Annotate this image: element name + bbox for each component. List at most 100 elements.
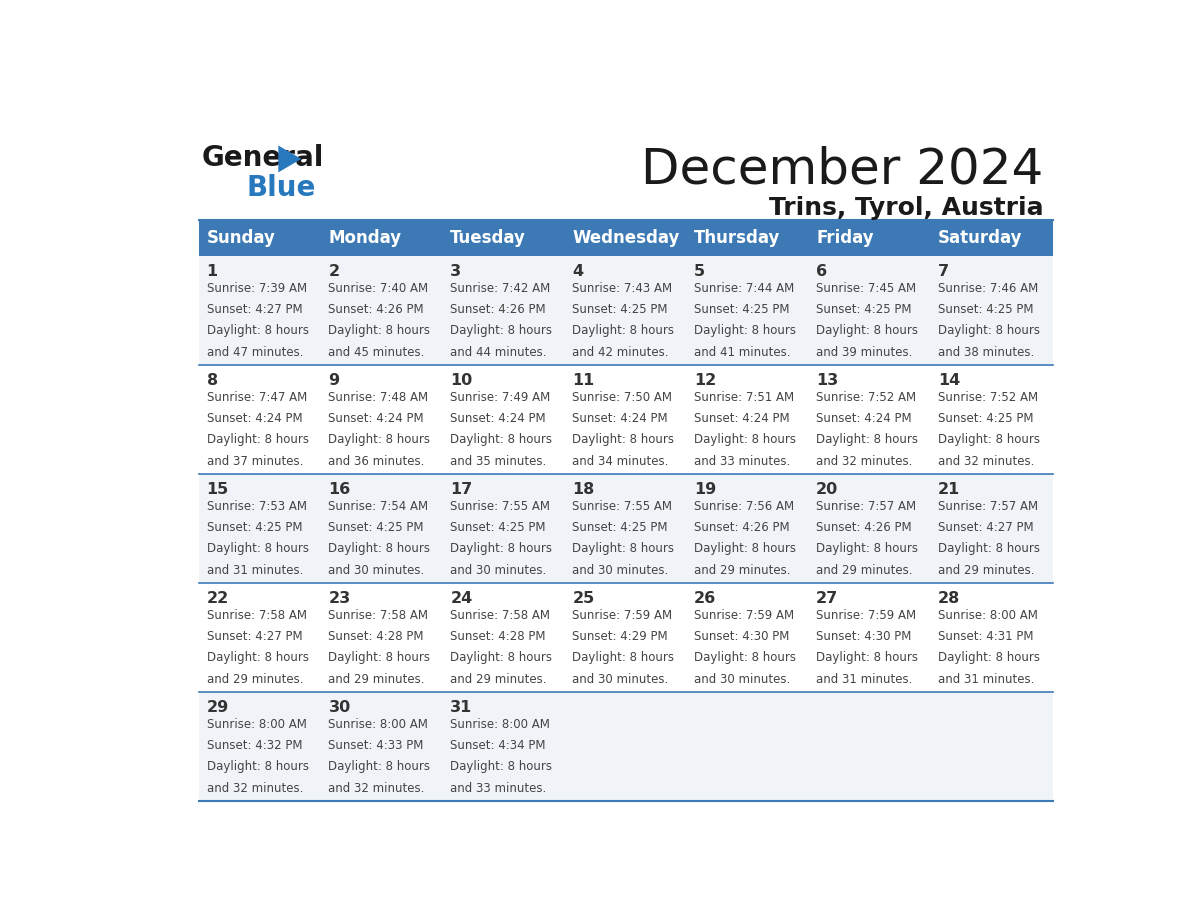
Bar — [321, 365, 443, 475]
Text: Sunset: 4:26 PM: Sunset: 4:26 PM — [450, 303, 546, 316]
Text: Sunset: 4:25 PM: Sunset: 4:25 PM — [816, 303, 911, 316]
Text: Sunrise: 7:58 AM: Sunrise: 7:58 AM — [207, 609, 307, 621]
Text: and 38 minutes.: and 38 minutes. — [939, 346, 1035, 359]
Text: Sunrise: 7:39 AM: Sunrise: 7:39 AM — [207, 282, 307, 295]
Text: and 29 minutes.: and 29 minutes. — [694, 564, 791, 577]
Text: Daylight: 8 hours: Daylight: 8 hours — [207, 652, 309, 665]
Text: Daylight: 8 hours: Daylight: 8 hours — [573, 543, 675, 555]
Text: 23: 23 — [328, 590, 350, 606]
Text: Sunset: 4:24 PM: Sunset: 4:24 PM — [816, 412, 911, 425]
Text: Sunset: 4:27 PM: Sunset: 4:27 PM — [939, 521, 1034, 534]
Text: Sunset: 4:27 PM: Sunset: 4:27 PM — [207, 303, 302, 316]
Text: and 35 minutes.: and 35 minutes. — [450, 454, 546, 467]
Text: Sunrise: 7:57 AM: Sunrise: 7:57 AM — [816, 500, 916, 513]
Text: Sunset: 4:25 PM: Sunset: 4:25 PM — [939, 303, 1034, 316]
Text: 26: 26 — [694, 590, 716, 606]
Text: Sunrise: 7:56 AM: Sunrise: 7:56 AM — [694, 500, 795, 513]
Text: December 2024: December 2024 — [642, 145, 1043, 194]
Text: 9: 9 — [328, 373, 340, 387]
Text: Daylight: 8 hours: Daylight: 8 hours — [328, 543, 430, 555]
Text: Daylight: 8 hours: Daylight: 8 hours — [939, 652, 1040, 665]
Text: Sunrise: 7:52 AM: Sunrise: 7:52 AM — [816, 391, 916, 404]
Text: Sunrise: 7:55 AM: Sunrise: 7:55 AM — [450, 500, 550, 513]
Bar — [809, 584, 930, 692]
Bar — [200, 475, 321, 584]
Bar — [200, 584, 321, 692]
Bar — [687, 256, 809, 365]
Text: Sunrise: 7:42 AM: Sunrise: 7:42 AM — [450, 282, 550, 295]
Text: 6: 6 — [816, 263, 827, 278]
Bar — [930, 692, 1053, 801]
Text: Blue: Blue — [246, 174, 316, 202]
Bar — [200, 692, 321, 801]
Text: and 30 minutes.: and 30 minutes. — [694, 673, 790, 686]
Text: 20: 20 — [816, 482, 839, 497]
Polygon shape — [278, 145, 302, 173]
Bar — [809, 219, 930, 256]
Text: and 39 minutes.: and 39 minutes. — [816, 346, 912, 359]
Bar — [930, 256, 1053, 365]
Bar — [321, 584, 443, 692]
Text: Sunrise: 7:50 AM: Sunrise: 7:50 AM — [573, 391, 672, 404]
Text: and 32 minutes.: and 32 minutes. — [939, 454, 1035, 467]
Text: and 42 minutes.: and 42 minutes. — [573, 346, 669, 359]
Text: Sunset: 4:25 PM: Sunset: 4:25 PM — [207, 521, 302, 534]
Text: 5: 5 — [694, 263, 706, 278]
Text: 22: 22 — [207, 590, 229, 606]
Text: Sunrise: 7:58 AM: Sunrise: 7:58 AM — [450, 609, 550, 621]
Text: Sunrise: 8:00 AM: Sunrise: 8:00 AM — [450, 718, 550, 731]
Text: Sunrise: 7:40 AM: Sunrise: 7:40 AM — [328, 282, 429, 295]
Bar — [321, 475, 443, 584]
Text: Thursday: Thursday — [694, 230, 781, 247]
Text: and 36 minutes.: and 36 minutes. — [328, 454, 425, 467]
Text: Daylight: 8 hours: Daylight: 8 hours — [450, 433, 552, 446]
Text: and 30 minutes.: and 30 minutes. — [573, 673, 669, 686]
Text: and 30 minutes.: and 30 minutes. — [573, 564, 669, 577]
Bar — [809, 256, 930, 365]
Bar — [687, 475, 809, 584]
Text: Daylight: 8 hours: Daylight: 8 hours — [939, 324, 1040, 338]
Text: Sunset: 4:25 PM: Sunset: 4:25 PM — [328, 521, 424, 534]
Bar — [443, 256, 565, 365]
Text: Daylight: 8 hours: Daylight: 8 hours — [816, 652, 918, 665]
Text: Daylight: 8 hours: Daylight: 8 hours — [328, 760, 430, 774]
Text: and 31 minutes.: and 31 minutes. — [816, 673, 912, 686]
Text: Sunset: 4:24 PM: Sunset: 4:24 PM — [450, 412, 546, 425]
Text: and 33 minutes.: and 33 minutes. — [450, 782, 546, 795]
Text: Sunset: 4:28 PM: Sunset: 4:28 PM — [328, 630, 424, 644]
Text: 3: 3 — [450, 263, 461, 278]
Text: and 29 minutes.: and 29 minutes. — [939, 564, 1035, 577]
Text: Sunset: 4:30 PM: Sunset: 4:30 PM — [694, 630, 790, 644]
Text: Sunrise: 7:45 AM: Sunrise: 7:45 AM — [816, 282, 916, 295]
Text: Daylight: 8 hours: Daylight: 8 hours — [573, 324, 675, 338]
Text: Daylight: 8 hours: Daylight: 8 hours — [939, 543, 1040, 555]
Text: Sunrise: 7:54 AM: Sunrise: 7:54 AM — [328, 500, 429, 513]
Text: 16: 16 — [328, 482, 350, 497]
Text: 7: 7 — [939, 263, 949, 278]
Bar — [443, 584, 565, 692]
Text: Sunset: 4:26 PM: Sunset: 4:26 PM — [328, 303, 424, 316]
Text: and 44 minutes.: and 44 minutes. — [450, 346, 546, 359]
Text: and 29 minutes.: and 29 minutes. — [450, 673, 546, 686]
Text: Sunrise: 8:00 AM: Sunrise: 8:00 AM — [207, 718, 307, 731]
Text: and 33 minutes.: and 33 minutes. — [694, 454, 790, 467]
Text: 11: 11 — [573, 373, 594, 387]
Text: and 45 minutes.: and 45 minutes. — [328, 346, 425, 359]
Text: 8: 8 — [207, 373, 217, 387]
Text: and 37 minutes.: and 37 minutes. — [207, 454, 303, 467]
Text: Daylight: 8 hours: Daylight: 8 hours — [573, 652, 675, 665]
Text: Sunrise: 7:47 AM: Sunrise: 7:47 AM — [207, 391, 307, 404]
Text: 1: 1 — [207, 263, 217, 278]
Bar — [930, 475, 1053, 584]
Bar — [809, 692, 930, 801]
Text: Sunset: 4:32 PM: Sunset: 4:32 PM — [207, 739, 302, 752]
Text: Sunset: 4:24 PM: Sunset: 4:24 PM — [328, 412, 424, 425]
Text: Sunset: 4:33 PM: Sunset: 4:33 PM — [328, 739, 424, 752]
Text: 28: 28 — [939, 590, 960, 606]
Text: 18: 18 — [573, 482, 594, 497]
Text: Sunrise: 7:49 AM: Sunrise: 7:49 AM — [450, 391, 550, 404]
Bar — [687, 584, 809, 692]
Bar — [565, 475, 687, 584]
Bar — [321, 219, 443, 256]
Text: and 31 minutes.: and 31 minutes. — [939, 673, 1035, 686]
